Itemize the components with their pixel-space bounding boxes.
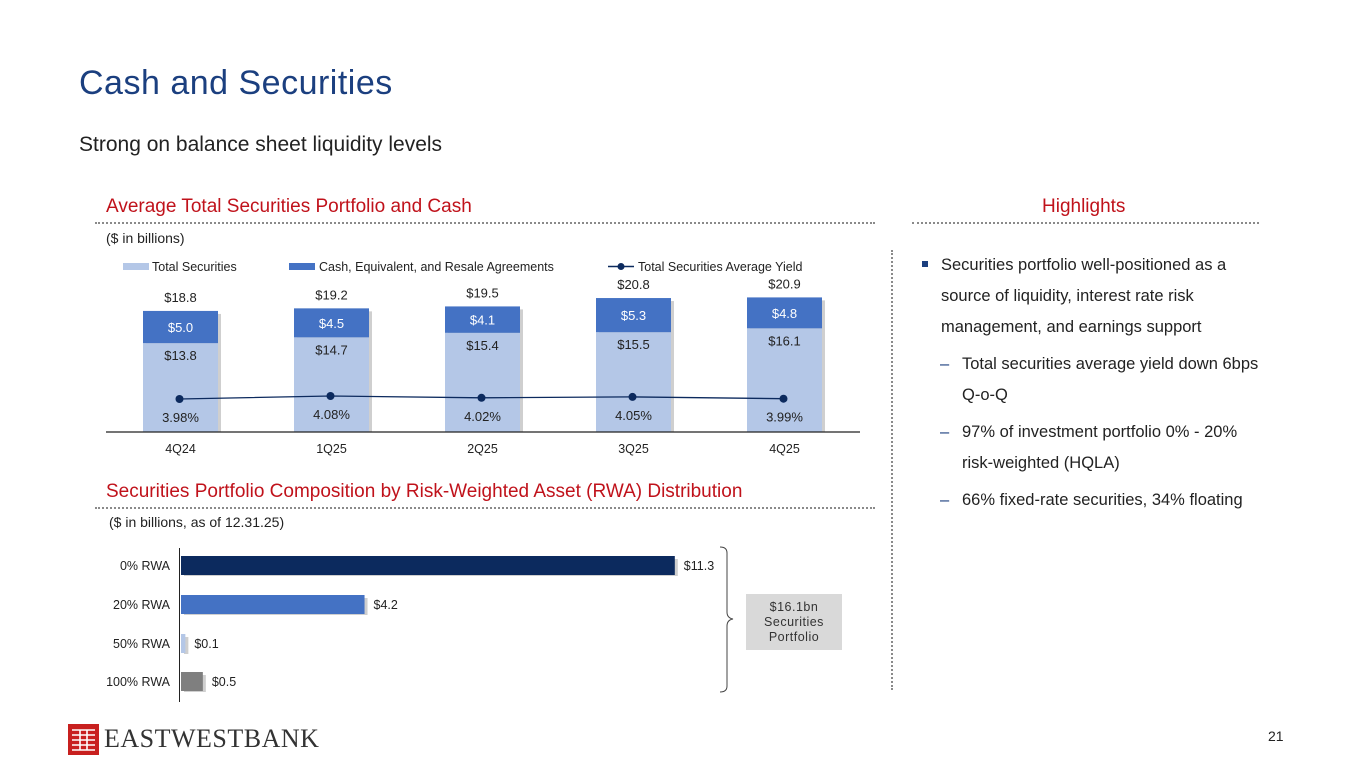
legend-swatch-cash (289, 263, 315, 270)
chart1-title: Average Total Securities Portfolio and C… (106, 196, 472, 217)
label-yield: 3.99% (766, 410, 803, 425)
x-tick-label: 1Q25 (316, 442, 347, 456)
callout-line-3: Portfolio (768, 629, 820, 644)
bar-cash (294, 308, 369, 338)
label-cash: $5.3 (621, 308, 646, 323)
bar-cash (445, 306, 520, 333)
bar-rwa (181, 672, 203, 691)
chart2-note: ($ in billions, as of 12.31.25) (109, 514, 285, 530)
bar-total-securities (747, 328, 822, 432)
highlight-bullet-text: Securities portfolio well-positioned as … (941, 256, 1227, 336)
label-yield: 4.08% (313, 407, 350, 422)
label-cash: $4.1 (470, 313, 495, 328)
label-yield: 3.98% (162, 410, 199, 425)
label-total: $20.9 (768, 276, 801, 291)
chart1-note: ($ in billions) (106, 230, 185, 246)
chart2-divider (95, 507, 875, 509)
label-rwa-value: $0.5 (212, 675, 236, 689)
dash-bullet: – (940, 355, 950, 373)
y-tick-label: 20% RWA (113, 598, 171, 612)
label-yield: 4.02% (464, 409, 501, 424)
x-tick-label: 4Q25 (769, 442, 800, 456)
eastwest-logo-text: EASTWESTBANK (104, 724, 320, 753)
label-cash: $4.8 (772, 306, 797, 321)
square-bullet-icon (922, 261, 928, 267)
bar-total-securities (143, 343, 218, 432)
chart2-title: Securities Portfolio Composition by Risk… (106, 481, 743, 502)
dash-bullet: – (940, 491, 950, 509)
x-tick-label: 4Q24 (165, 442, 196, 456)
label-cash: $4.5 (319, 316, 344, 331)
label-rwa-value: $0.1 (194, 637, 218, 651)
portfolio-total-callout: $16.1bn Securities Portfolio (746, 594, 842, 650)
stacked-bar-chart: Total Securities Cash, Equivalent, and R… (106, 260, 860, 456)
label-total: $19.5 (466, 285, 499, 300)
page-subtitle: Strong on balance sheet liquidity levels (79, 133, 443, 156)
dash-bullet: – (940, 423, 950, 441)
highlights-divider (912, 222, 1259, 224)
label-total-securities: $14.7 (315, 342, 348, 357)
page-number: 21 (1268, 728, 1284, 744)
label-total-securities: $13.8 (164, 348, 197, 363)
highlight-sub-item: – 66% fixed-rate securities, 34% floatin… (922, 485, 1267, 516)
highlight-sub-text: Total securities average yield down 6bps… (962, 355, 1259, 404)
bar-rwa (181, 595, 365, 614)
highlight-sub-text: 66% fixed-rate securities, 34% floating (962, 491, 1243, 509)
bar-cash (747, 297, 822, 329)
legend-label-total-securities: Total Securities (152, 260, 237, 274)
bar-total-securities (596, 332, 671, 432)
bar-total-securities (294, 337, 369, 432)
eastwest-logo-icon (68, 724, 99, 755)
legend-marker-yield (617, 263, 625, 270)
legend-label-cash: Cash, Equivalent, and Resale Agreements (319, 260, 554, 274)
bar-total-securities (445, 332, 520, 432)
highlight-sub-text: 97% of investment portfolio 0% - 20% ris… (962, 423, 1238, 472)
chart1-legend: Total Securities Cash, Equivalent, and R… (123, 260, 803, 274)
highlight-sub-item: – 97% of investment portfolio 0% - 20% r… (922, 417, 1267, 479)
x-tick-label: 2Q25 (467, 442, 498, 456)
bar-rwa (181, 634, 186, 653)
label-total: $19.2 (315, 287, 348, 302)
callout-line-1: $16.1bn (769, 599, 819, 614)
highlight-sub-item: – Total securities average yield down 6b… (922, 349, 1267, 411)
vertical-divider (891, 250, 893, 690)
y-tick-label: 50% RWA (113, 637, 171, 651)
label-total-securities: $15.4 (466, 338, 499, 353)
highlights-list: Securities portfolio well-positioned as … (922, 250, 1267, 516)
legend-swatch-total-securities (123, 263, 149, 270)
curly-brace (719, 546, 734, 693)
yield-point (175, 395, 184, 403)
label-total: $20.8 (617, 277, 650, 292)
legend-label-yield: Total Securities Average Yield (638, 260, 803, 274)
chart1-divider (95, 222, 875, 224)
bar-shadow (184, 637, 189, 654)
yield-point (779, 394, 788, 403)
label-yield: 4.05% (615, 408, 652, 423)
yield-point (326, 392, 335, 400)
x-tick-label: 3Q25 (618, 442, 649, 456)
page-title: Cash and Securities (79, 64, 393, 102)
highlights-title: Highlights (1042, 196, 1126, 217)
bar-rwa (181, 556, 675, 575)
highlight-bullet: Securities portfolio well-positioned as … (922, 250, 1267, 343)
horizontal-bar-chart: 0% RWA $11.3 20% RWA $4.2 50% RWA $0.1 100% RW… (106, 546, 734, 702)
label-total-securities: $16.1 (768, 333, 801, 348)
label-rwa-value: $11.3 (684, 559, 714, 573)
yield-point (628, 392, 637, 401)
label-rwa-value: $4.2 (374, 598, 398, 612)
y-tick-label: 100% RWA (106, 675, 171, 689)
bar-cash (143, 310, 218, 344)
y-tick-label: 0% RWA (120, 559, 171, 573)
bar-cash (596, 298, 671, 333)
label-total: $18.8 (164, 290, 197, 305)
callout-line-2: Securities (764, 614, 824, 629)
label-total-securities: $15.5 (617, 337, 650, 352)
label-cash: $5.0 (168, 320, 193, 335)
yield-point (477, 393, 486, 402)
